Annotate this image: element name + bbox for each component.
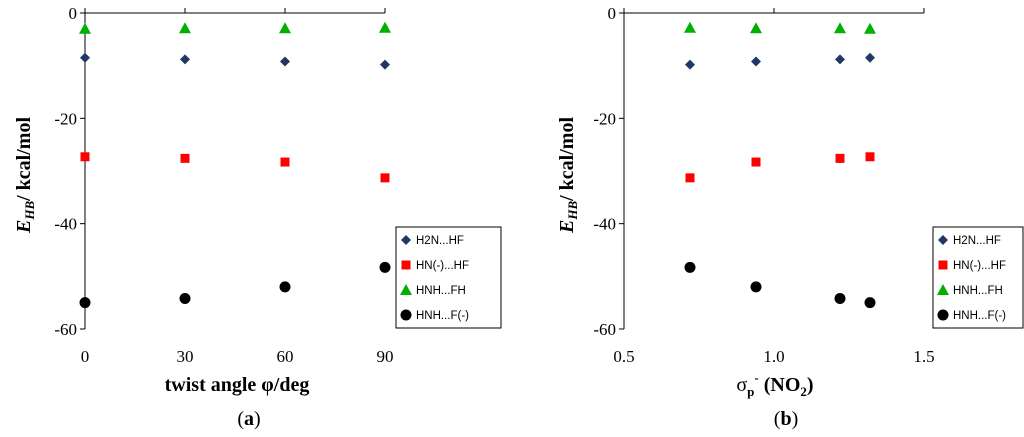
data-points-b <box>684 21 876 309</box>
data-point-hn-hf <box>835 153 845 163</box>
data-point-hnh-fh <box>684 21 696 33</box>
legend-entry-h2n-hf: H2N...HF <box>953 235 1001 247</box>
chart-panel-b: 0 -20 -40 -60 0.5 1.0 1.5 EHB/ kcal/mol σp- (N… <box>556 4 1024 430</box>
data-point-hnh-f <box>79 297 91 309</box>
data-point-hnh-fh <box>179 22 191 34</box>
data-point-hnh-fh <box>379 21 391 33</box>
data-point-hnh-fh <box>79 22 91 34</box>
x-tick-label: 90 <box>377 347 394 366</box>
data-point-h2n-hf <box>280 56 290 67</box>
legend-entry-h2n-hf: H2N...HF <box>416 235 464 247</box>
data-points-a <box>79 21 391 309</box>
data-point-hnh-f <box>279 281 291 293</box>
legend-a: H2N...HF HN(-)...HF HNH...FH HNH...F(-) <box>395 226 502 329</box>
data-point-h2n-hf <box>685 59 695 70</box>
x-tick-label: 1.0 <box>763 347 784 366</box>
data-point-hn-hf <box>865 152 875 162</box>
y-tick-label: 0 <box>69 4 78 23</box>
data-point-h2n-hf <box>380 59 390 70</box>
legend-marker-hnh-fh <box>937 284 949 295</box>
y-tick-label: -20 <box>593 109 616 128</box>
legend-b: H2N...HF HN(-)...HF HNH...FH HNH...F(-) <box>932 226 1024 329</box>
legend-box <box>932 226 1024 329</box>
y-tick-label: 0 <box>608 4 617 23</box>
legend-marker-h2n-hf <box>401 235 411 245</box>
data-point-hn-hf <box>685 173 695 183</box>
data-point-hnh-f <box>179 292 191 304</box>
x-tick-label: 0.5 <box>613 347 634 366</box>
data-point-hnh-fh <box>864 22 876 34</box>
legend-marker-hnh-fh <box>400 284 412 295</box>
panel-label-b: (b) <box>774 408 798 430</box>
data-point-h2n-hf <box>180 54 190 65</box>
data-point-hnh-f <box>379 261 391 273</box>
data-point-hn-hf <box>751 157 761 167</box>
legend-entry-hnh-f: HNH...F(-) <box>953 310 1006 322</box>
data-point-hn-hf <box>80 152 90 162</box>
data-point-hnh-fh <box>750 22 762 34</box>
data-point-hnh-f <box>750 281 762 293</box>
x-tick-label: 30 <box>177 347 194 366</box>
x-axis-label-b: σp- (NO2) <box>736 370 813 399</box>
legend-entry-hn-hf: HN(-)...HF <box>953 260 1006 272</box>
legend-marker-h2n-hf <box>938 235 948 245</box>
data-point-h2n-hf <box>751 56 761 67</box>
x-axis-label-a: twist angle φ/deg <box>165 374 310 396</box>
data-point-hn-hf <box>180 153 190 163</box>
x-tick-label: 60 <box>277 347 294 366</box>
legend-entry-hn-hf: HN(-)...HF <box>416 260 469 272</box>
chart-panel-a: 0-20-40-600 30 60 90 EHB/ kcal/mol twist an… <box>13 4 502 430</box>
data-point-hnh-fh <box>834 22 846 34</box>
y-axis-label-a: EHB/ kcal/mol <box>13 117 37 234</box>
data-point-hn-hf <box>380 173 390 183</box>
axes-b: 0 -20 -40 -60 0.5 1.0 1.5 <box>593 4 934 366</box>
y-tick-label: -60 <box>54 320 77 339</box>
y-tick-label: -20 <box>54 109 77 128</box>
y-tick-label: -40 <box>593 215 616 234</box>
y-tick-label: -40 <box>54 215 77 234</box>
legend-entry-hnh-fh: HNH...FH <box>416 285 466 297</box>
y-axis-label-b: EHB/ kcal/mol <box>556 117 580 234</box>
legend-box <box>395 226 502 329</box>
data-point-hnh-f <box>684 261 696 273</box>
legend-marker-hnh-f <box>400 309 412 321</box>
data-point-h2n-hf <box>835 54 845 65</box>
data-point-hn-hf <box>280 157 290 167</box>
axes-a: 0-20-40-600 30 60 90 <box>54 4 393 366</box>
legend-marker-hnh-f <box>937 309 949 321</box>
data-point-h2n-hf <box>80 52 90 63</box>
y-tick-label: -60 <box>593 320 616 339</box>
x-tick-label: 1.5 <box>913 347 934 366</box>
legend-entry-hnh-fh: HNH...FH <box>953 285 1003 297</box>
legend-marker-hn-hf <box>938 260 948 270</box>
panel-label-a: (a) <box>237 408 260 430</box>
data-point-hnh-f <box>864 297 876 309</box>
data-point-hnh-fh <box>279 22 291 34</box>
legend-entry-hnh-f: HNH...F(-) <box>416 310 469 322</box>
x-tick-label: 0 <box>81 347 90 366</box>
data-point-h2n-hf <box>865 52 875 63</box>
data-point-hnh-f <box>834 292 846 304</box>
legend-marker-hn-hf <box>401 260 411 270</box>
